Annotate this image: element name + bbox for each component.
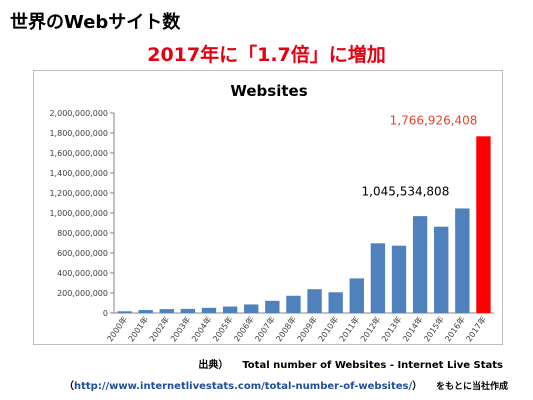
url-close-paren: ）	[412, 381, 423, 392]
y-tick-label: 0	[103, 309, 108, 318]
chart-title: Websites	[230, 82, 307, 100]
y-tick-label: 600,000,000	[57, 249, 108, 258]
x-tick-label: 2016年	[443, 314, 467, 343]
y-tick-label: 1,800,000,000	[49, 129, 108, 138]
y-tick-label: 800,000,000	[57, 229, 108, 238]
x-tick-label: 2014年	[400, 314, 424, 343]
chart-frame: Websites 0 200,000,000 400,000,000 600,000,…	[33, 70, 503, 345]
data-label: 1,766,926,408	[390, 113, 478, 127]
y-tick-label: 1,000,000,000	[49, 209, 108, 218]
x-tick-label: 2012年	[358, 314, 382, 343]
x-tick-label: 2005年	[210, 314, 234, 343]
bar-2011年	[349, 278, 364, 313]
x-tick-label: 2013年	[379, 314, 403, 343]
x-tick-label: 2009年	[295, 314, 319, 343]
source-url-line: （http://www.internetlivestats.com/total-…	[64, 377, 508, 392]
bar-2014年	[412, 216, 428, 313]
url-open-paren: （	[64, 381, 74, 392]
slide-headline: 2017年に「1.7倍」に増加	[147, 44, 386, 66]
websites-bar-chart: Websites 0 200,000,000 400,000,000 600,000,…	[49, 82, 494, 343]
x-tick-label: 2007年	[253, 314, 277, 343]
bar-2007年	[265, 300, 280, 313]
chart-bars	[117, 136, 491, 313]
bar-2015年	[434, 226, 449, 313]
x-tick-label: 2000年	[105, 314, 129, 343]
bar-2002年	[159, 309, 174, 313]
x-tick-label: 2015年	[421, 314, 445, 343]
source-url-link[interactable]: http://www.internetlivestats.com/total-n…	[74, 381, 413, 392]
bar-2004年	[201, 307, 217, 313]
x-tick-label: 2010年	[316, 314, 340, 343]
y-tick-label: 1,200,000,000	[49, 189, 108, 198]
bar-2001年	[138, 310, 153, 313]
bar-2016年	[455, 208, 470, 313]
x-tick-label: 2017年	[464, 314, 488, 343]
source-note: をもとに当社作成	[436, 382, 508, 392]
x-tick-label: 2003年	[168, 314, 192, 343]
x-tick-label: 2001年	[126, 314, 150, 343]
x-tick-label: 2004年	[189, 314, 213, 343]
bar-2017年	[476, 136, 491, 313]
bar-2010年	[328, 292, 343, 313]
bar-2008年	[286, 295, 301, 313]
x-tick-label: 2006年	[231, 314, 255, 343]
x-tick-label: 2008年	[274, 314, 298, 343]
y-tick-label: 1,600,000,000	[49, 149, 108, 158]
bar-2012年	[370, 243, 386, 313]
bar-2000年	[117, 311, 132, 313]
y-tick-label: 200,000,000	[57, 289, 108, 298]
bar-2003年	[180, 308, 196, 313]
source-text: Total number of Websites - Internet Live…	[242, 360, 503, 371]
y-tick-label: 400,000,000	[57, 269, 108, 278]
bar-2009年	[307, 289, 322, 313]
x-tick-label: 2002年	[147, 314, 171, 343]
bar-2005年	[222, 306, 238, 313]
chart-labels: 1,045,534,808 1,766,926,408	[362, 113, 478, 198]
y-tick-label: 1,400,000,000	[49, 169, 108, 178]
bar-2013年	[391, 245, 407, 313]
x-tick-label: 2011年	[337, 314, 361, 343]
source-citation: 出典） Total number of Websites - Internet …	[198, 356, 503, 371]
data-label: 1,045,534,808	[362, 184, 450, 198]
slide-title: 世界のWebサイト数	[10, 12, 181, 33]
source-label: 出典）	[198, 360, 229, 371]
y-tick-label: 2,000,000,000	[49, 109, 108, 118]
bar-2006年	[244, 304, 259, 313]
